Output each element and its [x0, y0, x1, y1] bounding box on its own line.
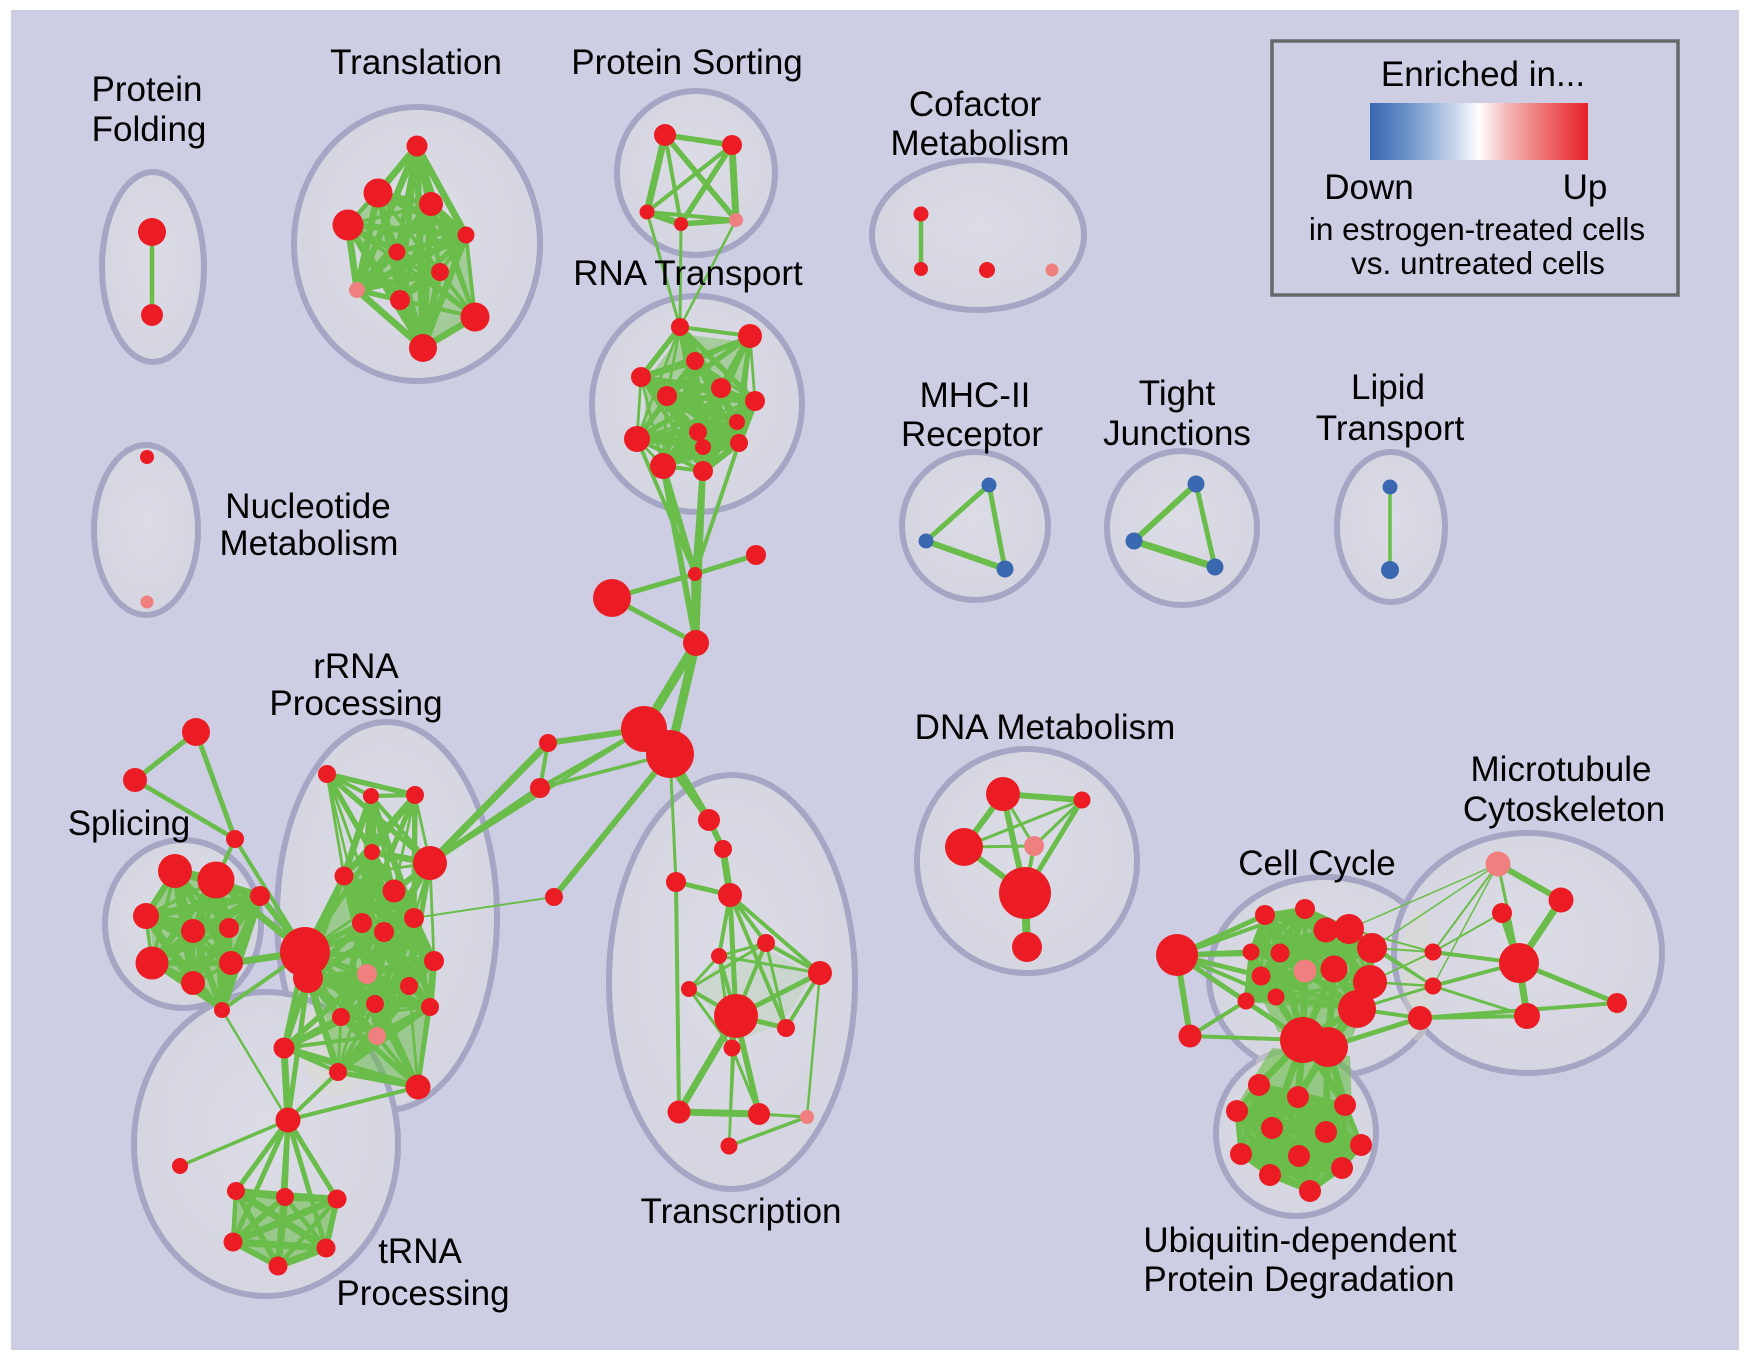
svg-text:Protein Sorting: Protein Sorting: [571, 43, 803, 82]
svg-text:in estrogen-treated cells: in estrogen-treated cells: [1309, 211, 1645, 247]
svg-text:MHC-II: MHC-II: [920, 376, 1031, 415]
svg-text:Nucleotide: Nucleotide: [225, 487, 390, 526]
svg-text:tRNA: tRNA: [378, 1232, 462, 1271]
svg-text:Enriched in...: Enriched in...: [1381, 55, 1585, 94]
svg-text:Splicing: Splicing: [68, 804, 191, 843]
svg-text:Cytoskeleton: Cytoskeleton: [1463, 790, 1665, 829]
svg-text:RNA Transport: RNA Transport: [573, 254, 803, 293]
svg-text:Tight: Tight: [1139, 374, 1216, 413]
svg-text:Down: Down: [1324, 168, 1413, 207]
svg-text:vs. untreated cells: vs. untreated cells: [1351, 245, 1605, 281]
svg-text:Metabolism: Metabolism: [220, 524, 399, 563]
svg-text:Junctions: Junctions: [1103, 414, 1251, 453]
svg-text:Transcription: Transcription: [641, 1192, 842, 1231]
svg-text:Processing: Processing: [336, 1274, 509, 1313]
svg-text:Cofactor: Cofactor: [909, 85, 1042, 124]
svg-text:Up: Up: [1563, 168, 1608, 207]
svg-text:Translation: Translation: [330, 43, 502, 82]
svg-text:Metabolism: Metabolism: [891, 124, 1070, 163]
svg-text:Ubiquitin-dependent: Ubiquitin-dependent: [1143, 1221, 1457, 1260]
svg-text:Protein: Protein: [92, 70, 203, 109]
svg-text:Receptor: Receptor: [901, 415, 1043, 454]
svg-text:Microtubule: Microtubule: [1471, 750, 1652, 789]
svg-text:Cell Cycle: Cell Cycle: [1238, 844, 1396, 883]
svg-text:Folding: Folding: [92, 110, 207, 149]
svg-text:Processing: Processing: [269, 684, 442, 723]
svg-text:rRNA: rRNA: [313, 647, 399, 686]
svg-text:Protein Degradation: Protein Degradation: [1143, 1260, 1454, 1299]
svg-text:Lipid: Lipid: [1351, 368, 1425, 407]
svg-text:Transport: Transport: [1316, 409, 1465, 448]
svg-text:DNA Metabolism: DNA Metabolism: [915, 708, 1176, 747]
